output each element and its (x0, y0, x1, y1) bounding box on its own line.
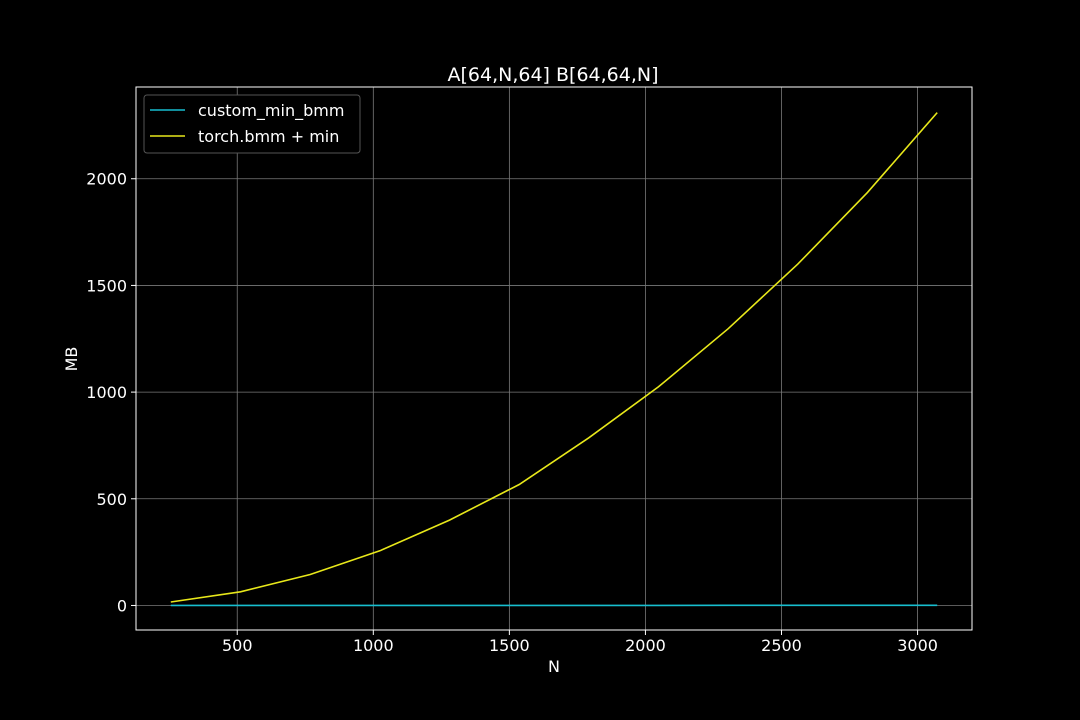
y-tick-label: 1000 (86, 383, 127, 402)
y-tick-label: 1500 (86, 276, 127, 295)
y-tick-label: 500 (96, 490, 127, 509)
axis-ticks: 500 1000 1500 2000 2500 3000 0 500 1000 1500 2000 (86, 170, 938, 655)
series-lines (170, 112, 938, 607)
grid (136, 87, 972, 630)
y-axis-title: MB (62, 347, 81, 372)
plot-frame (135, 86, 973, 631)
x-axis-title: N (548, 657, 560, 676)
series-line-1 (170, 112, 938, 603)
y-tick-label: 0 (117, 596, 127, 615)
legend-box (143, 94, 361, 154)
y-tick-label: 2000 (86, 170, 127, 189)
x-tick-label: 3000 (897, 636, 938, 655)
legend-label: custom_min_bmm (198, 101, 344, 121)
x-tick-label: 1000 (353, 636, 394, 655)
x-tick-label: 2500 (761, 636, 802, 655)
legend: custom_min_bmm torch.bmm + min (143, 94, 361, 154)
x-tick-label: 500 (222, 636, 253, 655)
legend-label: torch.bmm + min (198, 127, 339, 146)
x-tick-label: 1500 (489, 636, 530, 655)
x-tick-label: 2000 (625, 636, 666, 655)
chart-title: A[64,N,64] B[64,64,N] (447, 64, 658, 86)
